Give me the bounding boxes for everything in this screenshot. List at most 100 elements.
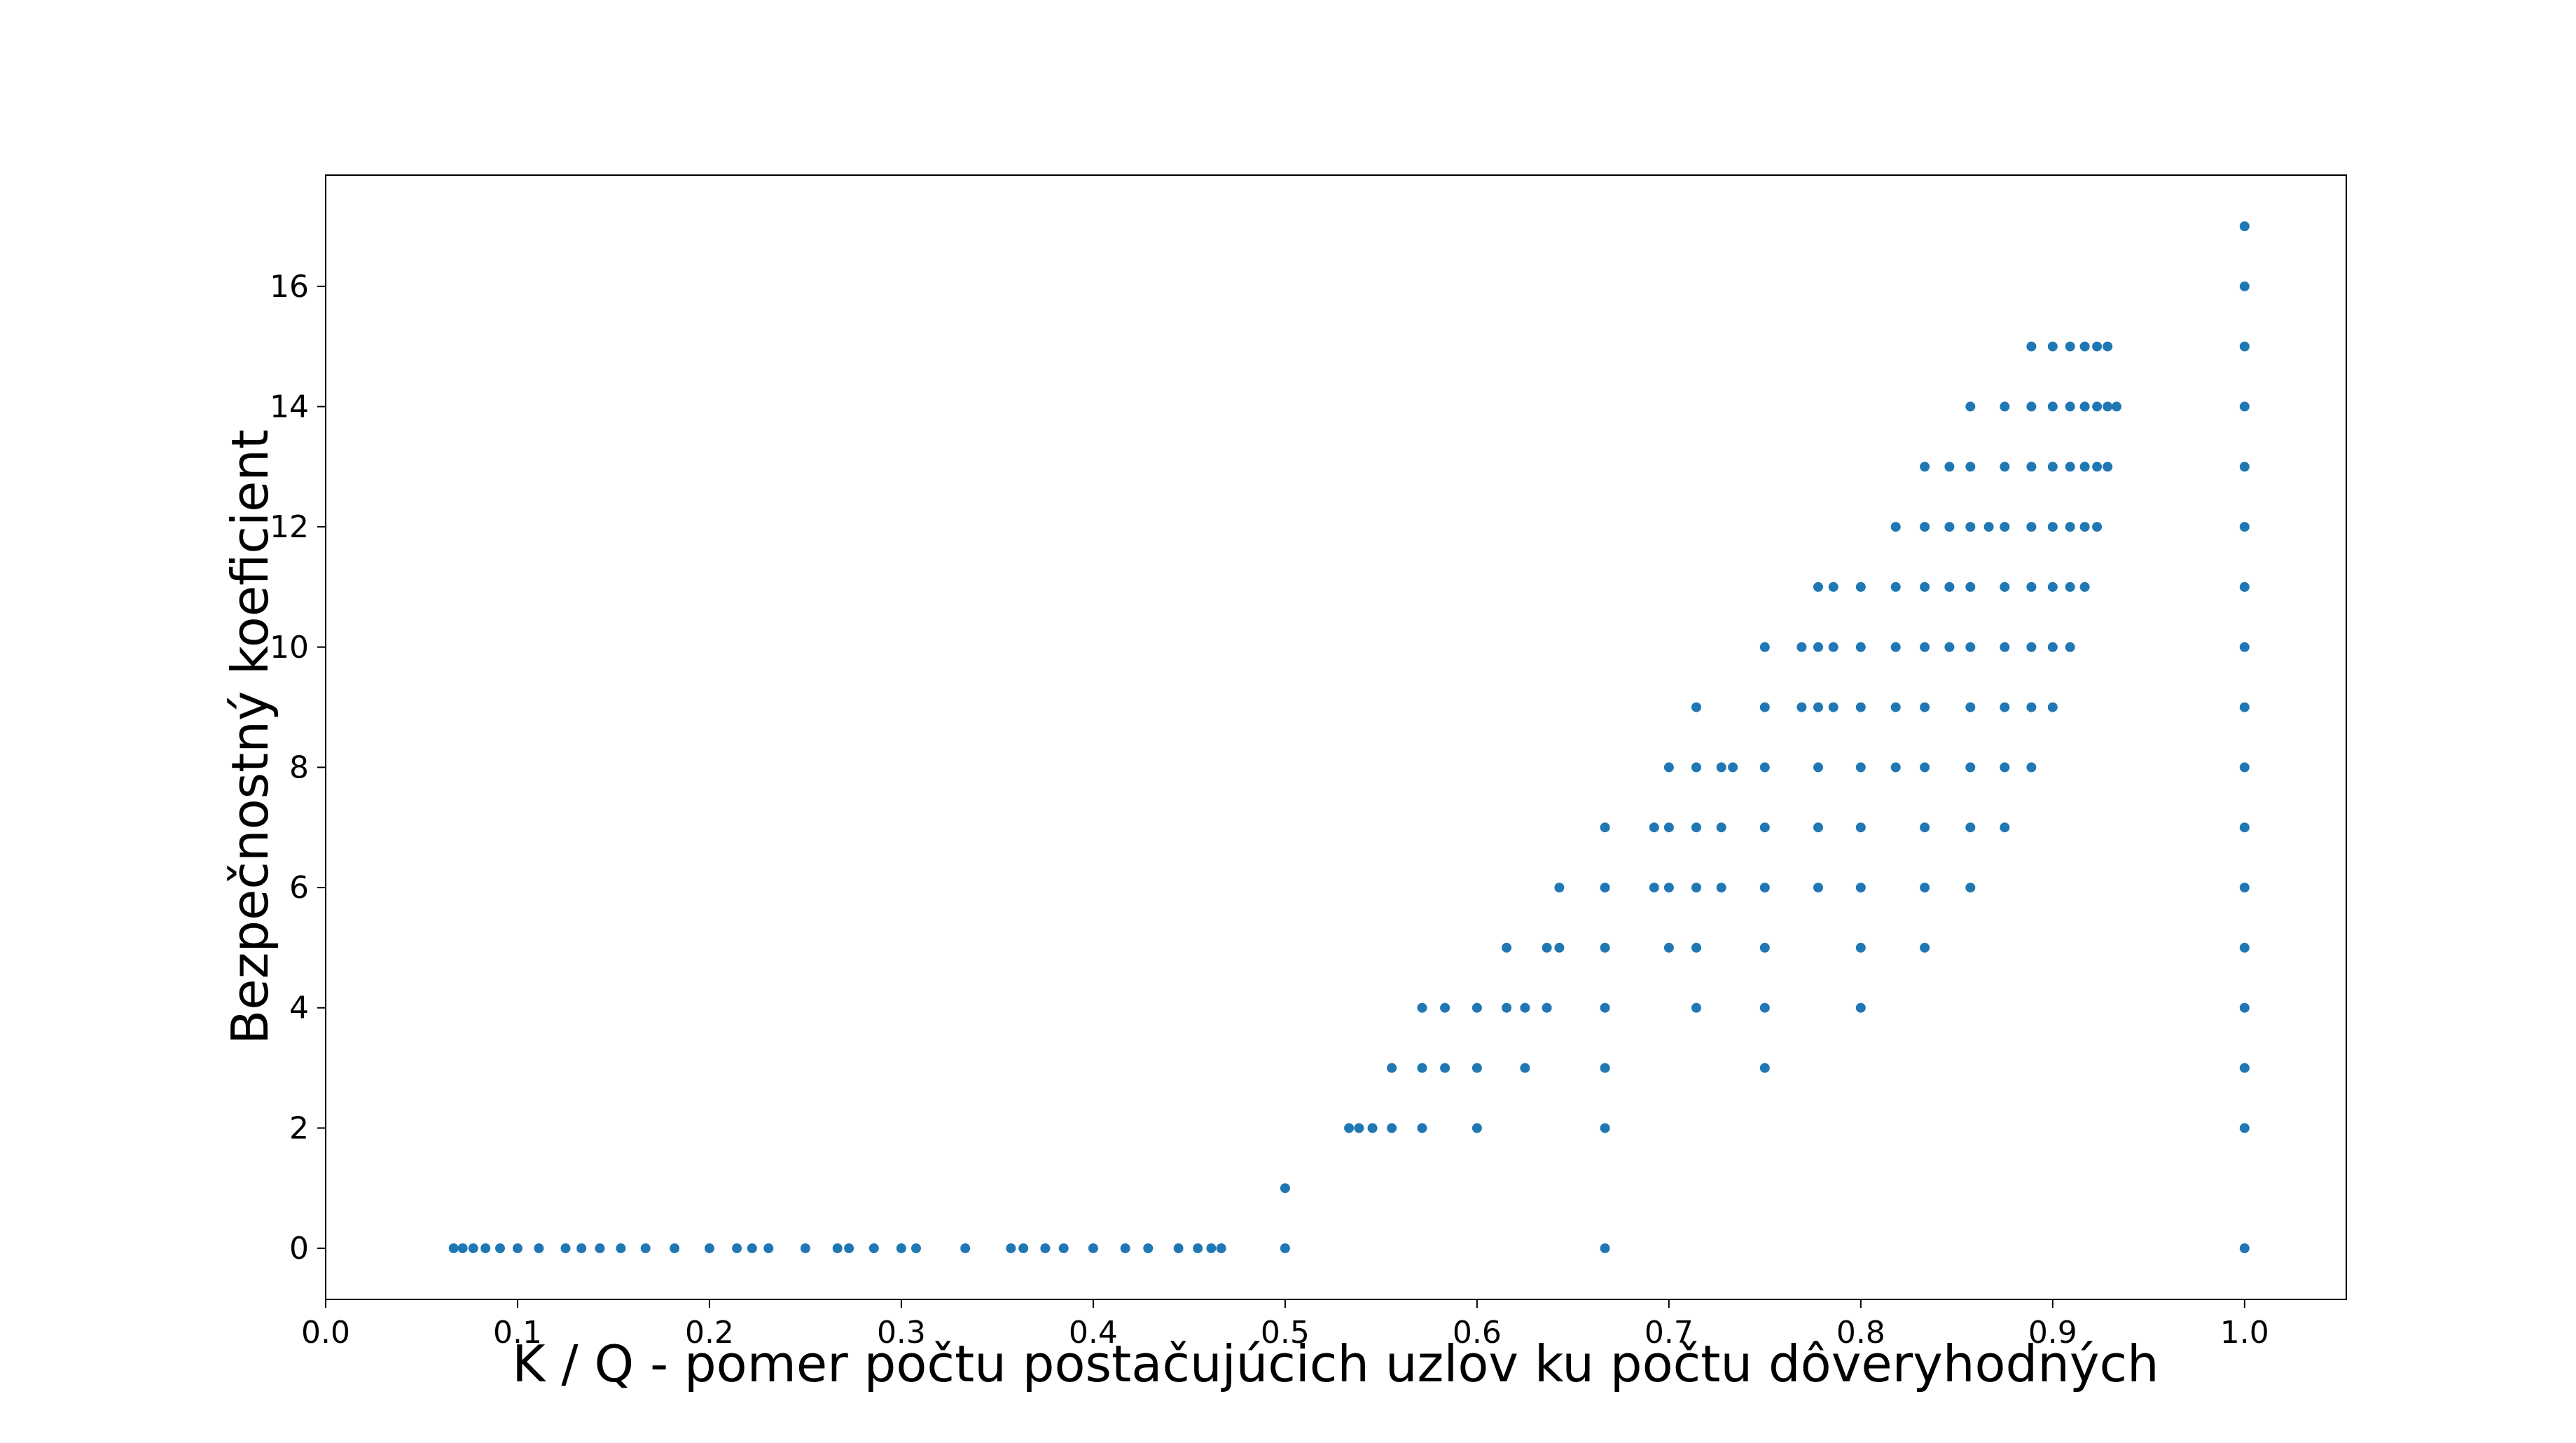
- data-point: [2065, 522, 2075, 532]
- data-point: [1520, 1002, 1530, 1013]
- data-point: [1520, 1063, 1530, 1073]
- data-point: [2239, 642, 2250, 652]
- data-point: [911, 1243, 921, 1253]
- data-point: [1193, 1243, 1203, 1253]
- data-point: [1855, 1002, 1866, 1013]
- data-point: [2026, 581, 2037, 592]
- data-point: [2000, 642, 2010, 652]
- data-point: [640, 1243, 651, 1253]
- data-point: [868, 1243, 879, 1253]
- y-tick-label: 2: [289, 1110, 309, 1146]
- y-tick-label: 12: [270, 509, 309, 545]
- data-point: [1813, 642, 1823, 652]
- data-point: [2239, 1123, 2250, 1133]
- data-point: [2026, 702, 2037, 712]
- data-point: [2103, 462, 2113, 472]
- data-point: [2092, 522, 2103, 532]
- data-point: [2239, 762, 2250, 773]
- data-point: [1828, 702, 1838, 712]
- data-point: [2092, 341, 2103, 352]
- data-point: [1120, 1243, 1130, 1253]
- data-point: [534, 1243, 544, 1253]
- data-points: [448, 221, 2250, 1253]
- data-point: [2065, 341, 2075, 352]
- data-point: [2239, 822, 2250, 833]
- data-point: [1920, 822, 1930, 833]
- data-point: [1691, 822, 1701, 833]
- data-point: [844, 1243, 854, 1253]
- data-point: [1855, 883, 1866, 893]
- data-point: [1088, 1243, 1098, 1253]
- data-point: [1920, 883, 1930, 893]
- y-axis-title: Bezpečnostný koeficient: [221, 429, 279, 1044]
- data-point: [2000, 401, 2010, 412]
- data-point: [2239, 581, 2250, 592]
- data-point: [1759, 883, 1770, 893]
- data-point: [1965, 462, 1976, 472]
- data-point: [1663, 942, 1674, 953]
- data-point: [2239, 341, 2250, 352]
- data-point: [1965, 401, 1976, 412]
- data-point: [1663, 762, 1674, 773]
- data-point: [1663, 822, 1674, 833]
- data-point: [1759, 1063, 1770, 1073]
- data-point: [1965, 702, 1976, 712]
- data-point: [1855, 762, 1866, 773]
- data-point: [2239, 1243, 2250, 1253]
- data-point: [1965, 581, 1976, 592]
- data-point: [1855, 581, 1866, 592]
- data-point: [1367, 1123, 1378, 1133]
- data-point: [1417, 1063, 1427, 1073]
- data-point: [1759, 942, 1770, 953]
- data-point: [1944, 581, 1955, 592]
- data-point: [1600, 1063, 1610, 1073]
- data-point: [448, 1243, 459, 1253]
- data-point: [1542, 1002, 1552, 1013]
- data-point: [1759, 702, 1770, 712]
- data-point: [2026, 401, 2037, 412]
- x-tick-label: 0.5: [1261, 1315, 1310, 1351]
- x-axis-ticks: 0.0 0.1 0.2 0.3 0.4 0.5 0.6 0.7 0.8 0.9 1.0: [301, 1299, 2269, 1351]
- data-point: [1344, 1123, 1355, 1133]
- data-point: [705, 1243, 714, 1253]
- data-point: [2239, 281, 2250, 291]
- y-axis-ticks: 0 2 4 6 8 10 12 14 16: [270, 269, 326, 1266]
- data-point: [1920, 702, 1930, 712]
- data-point: [1855, 642, 1866, 652]
- data-point: [2026, 341, 2037, 352]
- data-point: [2103, 341, 2113, 352]
- x-tick-label: 1.0: [2220, 1315, 2269, 1351]
- data-point: [1813, 762, 1823, 773]
- data-point: [2079, 581, 2090, 592]
- data-point: [1759, 642, 1770, 652]
- data-point: [1280, 1243, 1290, 1253]
- data-point: [1417, 1123, 1427, 1133]
- data-point: [1600, 883, 1610, 893]
- data-point: [1944, 642, 1955, 652]
- data-point: [2092, 462, 2103, 472]
- data-point: [1173, 1243, 1184, 1253]
- data-point: [1890, 702, 1901, 712]
- x-tick-label: 0.2: [685, 1315, 734, 1351]
- data-point: [1018, 1243, 1029, 1253]
- data-point: [1983, 522, 1994, 532]
- y-tick-label: 14: [270, 389, 309, 424]
- x-tick-label: 0.4: [1069, 1315, 1118, 1351]
- data-point: [1691, 702, 1701, 712]
- data-point: [1855, 822, 1866, 833]
- data-point: [2026, 522, 2037, 532]
- data-point: [2000, 762, 2010, 773]
- data-point: [2065, 581, 2075, 592]
- data-point: [1813, 702, 1823, 712]
- y-tick-label: 4: [289, 990, 309, 1026]
- y-tick-label: 16: [270, 269, 309, 305]
- data-point: [560, 1243, 571, 1253]
- data-point: [1143, 1243, 1154, 1253]
- data-point: [1502, 942, 1512, 953]
- data-point: [2026, 462, 2037, 472]
- data-point: [1691, 762, 1701, 773]
- x-axis-title: K / Q - pomer počtu postačujúcich uzlov …: [512, 1334, 2159, 1393]
- data-point: [1828, 642, 1838, 652]
- data-point: [1920, 942, 1930, 953]
